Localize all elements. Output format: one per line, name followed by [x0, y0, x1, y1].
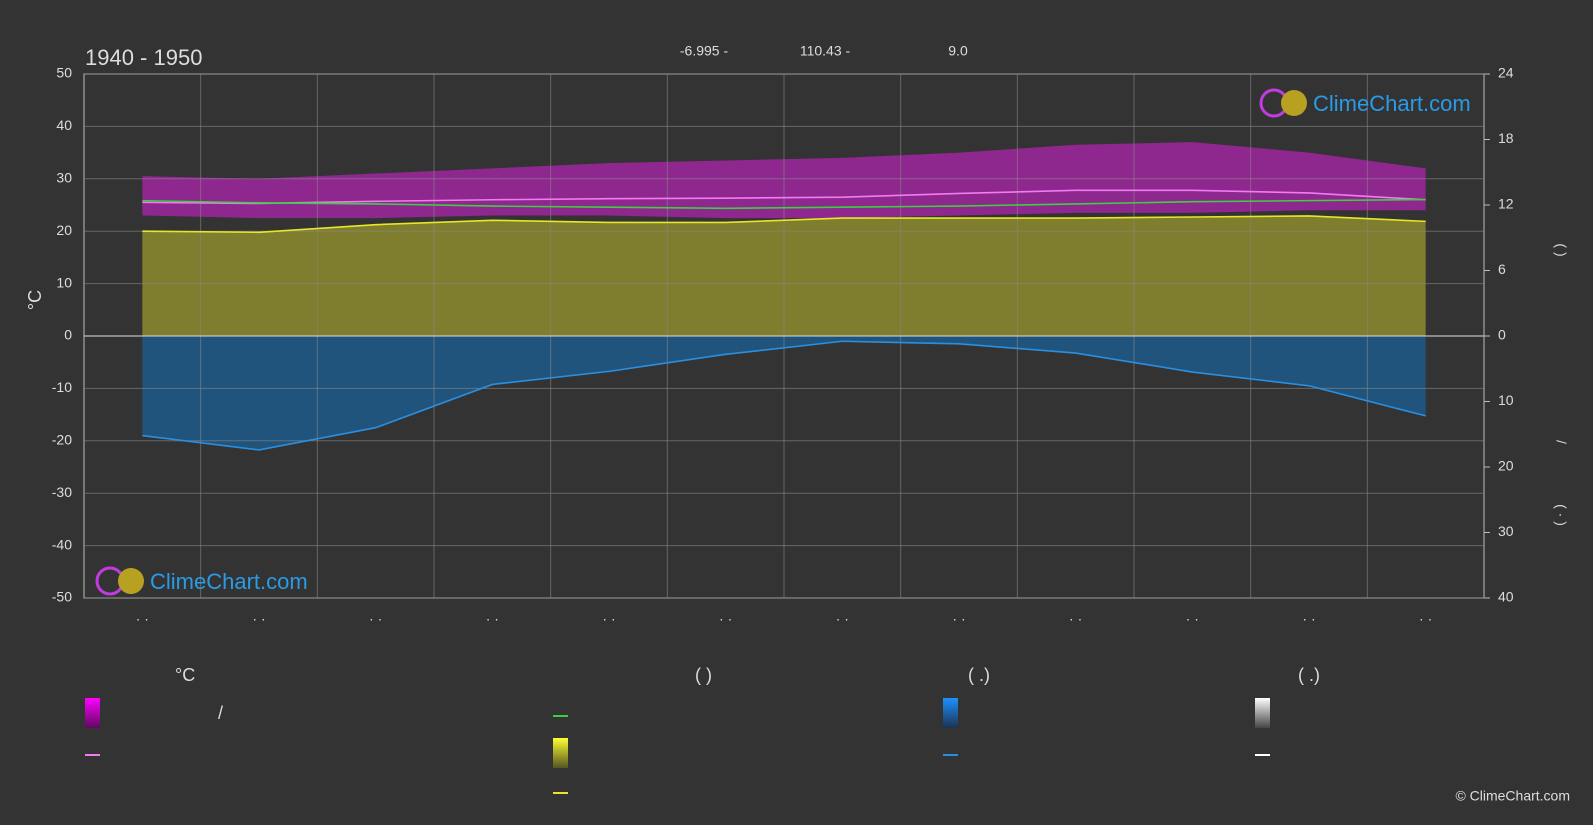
- legend-heading: ( .): [968, 665, 990, 685]
- series-line: [142, 198, 1426, 210]
- x-tick-label: · ·: [602, 611, 615, 627]
- x-tick-label: · ·: [136, 611, 149, 627]
- chart-title: 1940 - 1950: [85, 45, 202, 70]
- legend-text: /: [218, 703, 223, 723]
- y-tick-label: 40: [56, 117, 72, 133]
- y-tick-label: -50: [52, 589, 72, 605]
- series-line: [142, 215, 1426, 234]
- legend-heading: °C: [175, 665, 195, 685]
- area: [142, 336, 1426, 450]
- y-tick-label: -40: [52, 536, 72, 552]
- legend-heading: ( .): [1298, 665, 1320, 685]
- y2-tick-label: 0: [1498, 327, 1506, 343]
- legend-swatch: [1255, 698, 1270, 728]
- y3-tick-label: 30: [1498, 523, 1514, 539]
- y-tick-label: 30: [56, 170, 72, 186]
- y-tick-label: 10: [56, 274, 72, 290]
- x-tick-label: · ·: [1419, 611, 1432, 627]
- y-tick-label: 0: [64, 327, 72, 343]
- y3-axis-label: ( · ): [1553, 504, 1569, 526]
- x-tick-label: · ·: [952, 611, 965, 627]
- legend-swatch: [943, 698, 958, 728]
- y2-tick-label: 24: [1498, 65, 1514, 81]
- x-tick-label: · ·: [1069, 611, 1082, 627]
- legend-heading: ( ): [695, 665, 712, 685]
- y-tick-label: 50: [56, 65, 72, 81]
- y-axis-label: °C: [25, 290, 45, 310]
- y2-tick-label: 6: [1498, 261, 1506, 277]
- y-tick-label: 20: [56, 222, 72, 238]
- plot: 50 40 30 20 10 0 -10 -20 -30 -40 -50 24 18 12 6 0 10 20 30…: [52, 65, 1514, 627]
- y3-tick-label: 10: [1498, 392, 1514, 408]
- x-tick-label: · ·: [719, 611, 732, 627]
- y-tick-label: -10: [52, 379, 72, 395]
- series-line: [142, 340, 1426, 451]
- y3-axis-label: /: [1553, 440, 1569, 444]
- x-tick-label: · ·: [1186, 611, 1199, 627]
- watermark-text: ClimeChart.com: [150, 569, 308, 594]
- y3-tick-label: 40: [1498, 589, 1514, 605]
- longitude: 110.43 -: [800, 43, 851, 59]
- y-tick-label: -20: [52, 432, 72, 448]
- y2-axis-label: ( ): [1553, 243, 1569, 256]
- watermark: ClimeChart.com: [1259, 88, 1471, 118]
- x-tick-label: · ·: [1302, 611, 1315, 627]
- elevation: 9.0: [948, 43, 968, 59]
- x-tick-label: · ·: [369, 611, 382, 627]
- y2-tick-label: 18: [1498, 130, 1514, 146]
- watermark-text: ClimeChart.com: [1313, 91, 1471, 116]
- x-tick-label: · ·: [836, 611, 849, 627]
- latitude: -6.995 -: [680, 43, 729, 59]
- legend-swatch: [85, 698, 100, 728]
- x-tick-label: · ·: [486, 611, 499, 627]
- copyright: © ClimeChart.com: [1455, 788, 1570, 804]
- y-tick-label: -30: [52, 484, 72, 500]
- series-line: [142, 189, 1426, 205]
- y3-tick-label: 20: [1498, 458, 1514, 474]
- legend-swatch: [553, 738, 568, 768]
- watermark: ClimeChart.com: [95, 566, 308, 596]
- x-tick-label: · ·: [252, 611, 265, 627]
- y2-tick-label: 12: [1498, 196, 1514, 212]
